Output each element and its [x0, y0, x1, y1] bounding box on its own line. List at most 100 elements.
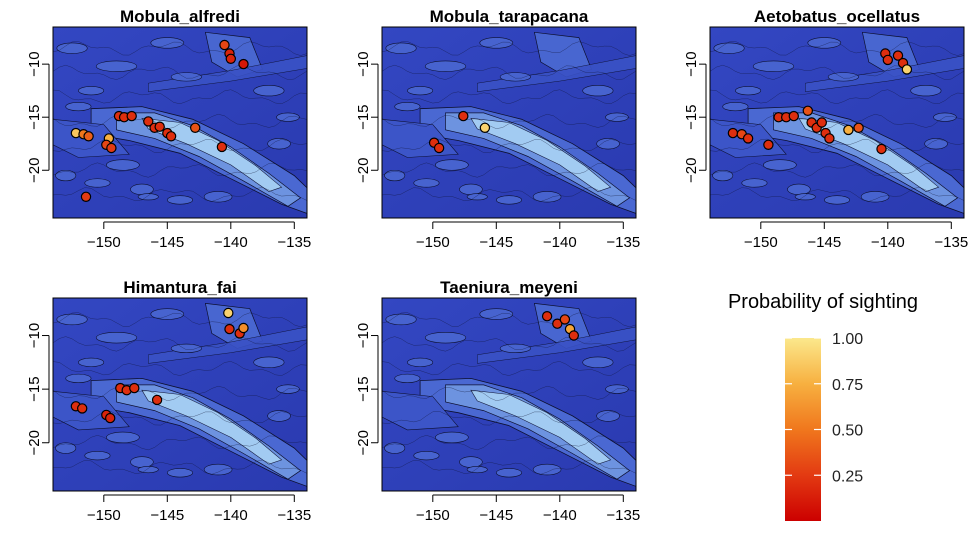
x-tick-label: −150 — [744, 234, 778, 251]
plot-frame — [52, 26, 308, 219]
x-tick-label: −150 — [416, 507, 450, 524]
sighting-point — [552, 318, 563, 329]
y-tick-label: −20 — [683, 158, 700, 183]
x-tick-label: −140 — [871, 234, 905, 251]
sighting-point — [126, 110, 137, 122]
sighting-point — [165, 131, 177, 142]
sighting-point — [742, 133, 754, 144]
sighting-point — [876, 143, 887, 155]
bathymetry-background — [710, 27, 964, 218]
y-tick-label: −20 — [26, 158, 43, 183]
sighting-point — [541, 311, 553, 322]
legend: Probability of sighting 1.00 0.75 0.50 0.25 — [728, 291, 918, 521]
x-tick-label: −145 — [479, 507, 513, 524]
panel-taeniura-meyeni: Taeniura_meyeni −150 −145 −140 −135 −10 −15 −20 — [355, 278, 640, 524]
sighting-point — [816, 117, 828, 128]
sighting-point — [458, 110, 469, 122]
y-tick-label: −20 — [355, 430, 372, 455]
x-tick-label: −135 — [606, 234, 640, 251]
legend-tick-label: 0.75 — [832, 377, 863, 394]
plot-frame — [381, 297, 637, 492]
sighting-point — [433, 142, 445, 154]
sighting-point — [151, 394, 163, 406]
sighting-point — [238, 322, 249, 334]
sighting-point — [802, 105, 814, 117]
sighting-point — [901, 64, 913, 75]
sighting-point — [154, 121, 165, 132]
panel-title: Mobula_alfredi — [120, 7, 240, 26]
x-tick-label: −140 — [543, 507, 577, 524]
bathymetry-background — [53, 298, 307, 491]
plot-frame — [52, 297, 308, 492]
panel-himantura-fai: Himantura_fai −150 −145 −140 −135 −10 −15 −20 — [26, 278, 311, 524]
sighting-point — [189, 122, 201, 134]
x-tick-label: −135 — [277, 507, 311, 524]
x-tick-label: −145 — [807, 234, 841, 251]
sighting-point — [216, 141, 228, 153]
panel-title: Aetobatus_ocellatus — [754, 7, 920, 26]
y-tick-label: −10 — [683, 51, 700, 76]
panel-mobula-tarapacana: Mobula_tarapacana −150 −145 −140 −135 −10 −15 −… — [355, 7, 640, 251]
sighting-point — [225, 53, 236, 65]
sighting-point — [129, 382, 140, 394]
bathymetry-background — [53, 27, 307, 218]
sighting-point — [824, 133, 835, 144]
sighting-point — [224, 323, 235, 335]
bathymetry-background — [382, 27, 636, 218]
sighting-point — [763, 139, 774, 150]
legend-tick-label: 0.50 — [832, 423, 863, 440]
sighting-point — [83, 131, 94, 142]
x-tick-label: −140 — [214, 507, 248, 524]
panel-aetobatus-ocellatus: Aetobatus_ocellatus −150 −145 −140 −135 −10 −1… — [683, 7, 968, 251]
x-tick-label: −145 — [150, 507, 184, 524]
panel-title: Taeniura_meyeni — [440, 278, 578, 297]
x-tick-label: −135 — [934, 234, 968, 251]
sighting-point — [106, 142, 117, 154]
legend-title: Probability of sighting — [728, 291, 918, 313]
plot-frame — [381, 26, 637, 219]
sighting-point — [568, 330, 580, 341]
sighting-point — [882, 54, 894, 66]
x-tick-label: −150 — [416, 234, 450, 251]
x-tick-label: −145 — [150, 234, 184, 251]
x-tick-label: −140 — [214, 234, 248, 251]
sighting-point — [143, 116, 154, 127]
sighting-point — [104, 412, 116, 424]
sighting-point — [219, 39, 230, 51]
y-tick-label: −15 — [683, 104, 700, 129]
sighting-point — [223, 307, 234, 319]
y-tick-label: −20 — [355, 158, 372, 183]
x-tick-label: −140 — [543, 234, 577, 251]
y-tick-label: −10 — [355, 51, 372, 76]
sighting-point — [559, 314, 571, 325]
sighting-point — [853, 122, 864, 134]
y-tick-label: −15 — [355, 104, 372, 129]
y-tick-label: −10 — [26, 51, 43, 76]
x-tick-label: −145 — [479, 234, 513, 251]
sighting-point — [788, 110, 800, 122]
y-tick-label: −15 — [355, 376, 372, 401]
sighting-point — [892, 50, 904, 61]
x-tick-label: −150 — [87, 507, 121, 524]
y-tick-label: −10 — [355, 323, 372, 348]
panel-title: Mobula_tarapacana — [430, 7, 589, 26]
sighting-point — [238, 58, 249, 70]
y-tick-label: −20 — [26, 430, 43, 455]
y-tick-label: −10 — [26, 323, 43, 348]
plot-frame — [709, 26, 965, 219]
bathymetry-background — [382, 298, 636, 491]
x-tick-label: −150 — [87, 234, 121, 251]
sighting-point — [479, 122, 491, 134]
y-tick-label: −15 — [26, 376, 43, 401]
panel-title: Himantura_fai — [123, 278, 236, 297]
sighting-point — [76, 403, 88, 414]
sighting-point — [80, 191, 92, 202]
panel-mobula-alfredi: Mobula_alfredi −150 −145 −140 −135 −10 −15 −20 — [26, 7, 311, 251]
x-tick-label: −135 — [606, 507, 640, 524]
x-tick-label: −135 — [277, 234, 311, 251]
sighting-point — [727, 127, 739, 139]
legend-tick-label: 1.00 — [832, 331, 863, 348]
y-tick-label: −15 — [26, 104, 43, 129]
legend-tick-label: 0.25 — [832, 468, 863, 485]
